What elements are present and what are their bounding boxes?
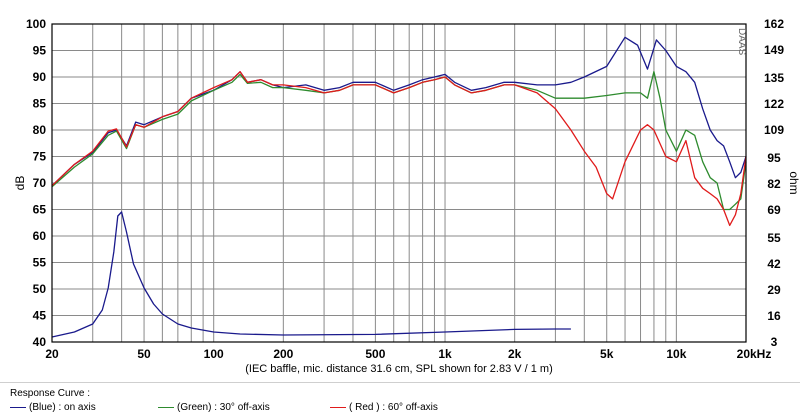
x-axis-label: (IEC baffle, mic. distance 31.6 cm, SPL … <box>245 363 553 375</box>
y-tick-label-left: 80 <box>33 123 47 137</box>
y-tick-label-left: 40 <box>33 335 47 349</box>
series-line-60-off-axis <box>51 71 747 227</box>
x-tick-label: 10k <box>666 347 686 361</box>
axis-labels: 40 45 50 55 60 65 70 75 80 85 90 95 100 3 16 29 42 55 69 82… <box>13 17 800 375</box>
legend-label-green: (Green) : 30° off-axis <box>177 402 270 413</box>
y-tick-label-right: 109 <box>764 123 784 137</box>
x-tick-label: 20kHz <box>737 347 772 361</box>
y-tick-label-right: 69 <box>767 203 781 217</box>
frequency-response-chart: 40 45 50 55 60 65 70 75 80 85 90 95 100 3 16 29 42 55 69 82… <box>13 17 800 375</box>
y-tick-label-left: 85 <box>33 97 47 111</box>
y-axis-label-left: dB <box>13 176 27 191</box>
legend-item-red: ( Red ) : 60° off-axis <box>330 402 438 413</box>
x-tick-label: 200 <box>273 347 293 361</box>
y-tick-label-left: 55 <box>33 256 47 270</box>
x-tick-label: 50 <box>137 347 151 361</box>
y-tick-label-left: 75 <box>33 150 47 164</box>
y-tick-label-left: 90 <box>33 70 47 84</box>
y-tick-label-left: 45 <box>33 309 47 323</box>
legend-swatch-red <box>330 406 346 408</box>
legend-divider <box>0 382 800 383</box>
legend-title: Response Curve : <box>10 388 91 399</box>
y-tick-label-right: 135 <box>764 71 784 85</box>
y-tick-label-right: 149 <box>764 43 784 57</box>
y-tick-label-right: 55 <box>767 231 781 245</box>
x-tick-label: 5k <box>600 347 614 361</box>
y-tick-label-right: 42 <box>767 257 781 271</box>
y-tick-label-right: 16 <box>767 309 781 323</box>
legend-swatch-blue <box>10 406 26 408</box>
legend-item-blue: (Blue) : on axis <box>10 402 96 413</box>
x-tick-label: 20 <box>45 347 59 361</box>
y-axis-label-right: ohm <box>787 171 800 194</box>
x-tick-label: 100 <box>204 347 224 361</box>
legend-item-green: (Green) : 30° off-axis <box>158 402 270 413</box>
plot-frame <box>51 23 747 343</box>
y-tick-label-right: 162 <box>764 17 784 31</box>
curves <box>51 36 747 338</box>
y-tick-label-left: 95 <box>33 44 47 58</box>
legend: Response Curve : (Blue) : on axis (Green… <box>10 388 790 416</box>
y-tick-label-left: 60 <box>33 229 47 243</box>
x-tick-label: 1k <box>438 347 452 361</box>
y-tick-label-right: 3 <box>771 335 778 349</box>
y-tick-label-left: 100 <box>26 17 46 31</box>
y-tick-label-right: 29 <box>767 283 781 297</box>
watermark: DAAS <box>736 28 747 56</box>
x-tick-label: 2k <box>508 347 522 361</box>
y-tick-label-right: 95 <box>767 151 781 165</box>
legend-label-red: ( Red ) : 60° off-axis <box>349 402 438 413</box>
legend-label-blue: (Blue) : on axis <box>29 402 96 413</box>
y-tick-label-left: 70 <box>33 176 47 190</box>
axes <box>51 23 747 343</box>
y-tick-label-left: 65 <box>33 203 47 217</box>
x-tick-label: 500 <box>365 347 385 361</box>
y-tick-label-right: 122 <box>764 97 784 111</box>
series-line-impedance <box>51 211 571 338</box>
y-tick-label-right: 82 <box>767 177 781 191</box>
y-tick-label-left: 50 <box>33 282 47 296</box>
legend-swatch-green <box>158 406 174 408</box>
